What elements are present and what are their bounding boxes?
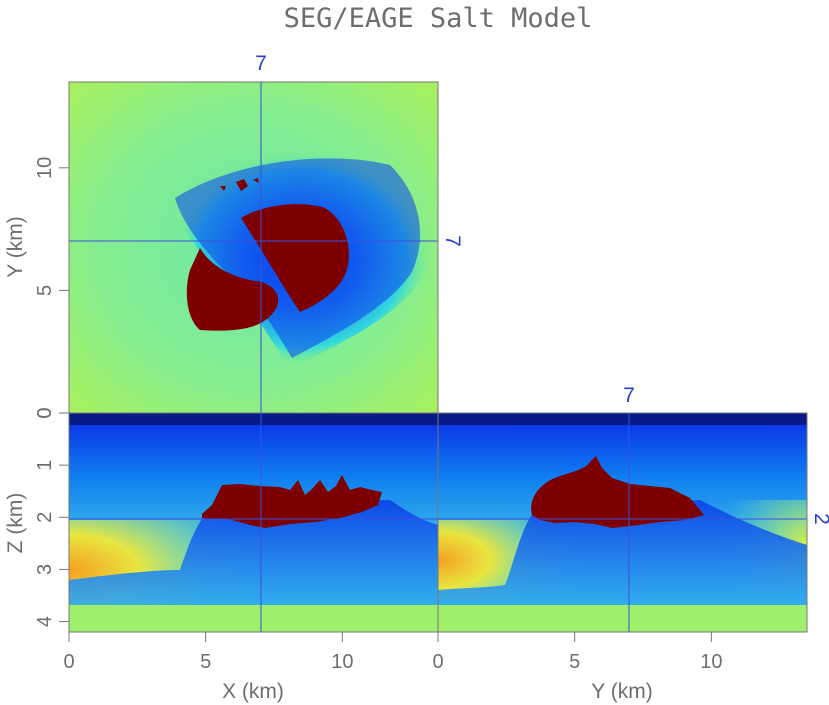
y-slice-tick-label-1: 5: [34, 285, 56, 296]
crosshair-value-crossline: 7: [623, 384, 635, 407]
salt-fragment: [236, 179, 248, 191]
x-axis-ticks: 0 5 10: [63, 632, 353, 673]
salt-fragment-tiny: [220, 186, 226, 191]
x-tick-label-2: 10: [331, 651, 353, 673]
y-slice-tick-label-0: 0: [34, 407, 56, 418]
salt-section-y: [531, 456, 704, 528]
salt-body-left: [186, 248, 279, 331]
salt-section-x: [202, 475, 382, 528]
inline-section-panel: [69, 413, 438, 632]
y-slice-tick-label-2: 10: [34, 157, 56, 179]
z-tick-label-0: 0: [34, 407, 56, 418]
crossline-section-frame: [437, 412, 808, 633]
z-tick-label-2: 2: [34, 512, 56, 523]
crosshair-value-y: 7: [441, 235, 464, 247]
crossline-axis-label: Y (km): [591, 680, 652, 703]
water-layer: [69, 413, 438, 425]
z-axis-ticks: 0 1 2 3 4: [34, 407, 69, 627]
z-tick-label-4: 4: [34, 616, 56, 627]
chart-title: SEG/EAGE Salt Model: [284, 3, 593, 34]
z-tick-label-3: 3: [34, 564, 56, 575]
subsalt-zone: [69, 500, 438, 605]
y-axis-label-depth-slice: Y (km): [4, 216, 27, 277]
crossline-axis-ticks: 0 5 10: [432, 632, 722, 673]
salt-fragment-small: [253, 178, 259, 183]
crossline-section-panel: [438, 413, 807, 632]
z-tick-label-1: 1: [34, 460, 56, 471]
crossline-tick-label-0: 0: [432, 651, 443, 673]
crossline-tick-label-1: 5: [569, 651, 580, 673]
x-tick-label-0: 0: [63, 651, 74, 673]
x-axis-label: X (km): [222, 680, 284, 703]
crossline-tick-label-2: 10: [700, 651, 722, 673]
basement-layer-y: [438, 605, 807, 632]
water-layer-y: [438, 413, 807, 425]
y-axis-ticks-depth-slice: 0 5 10: [34, 157, 69, 419]
crosshair-value-z: 2: [810, 513, 829, 525]
basement-layer: [69, 605, 438, 632]
subsalt-zone-y: [438, 500, 807, 605]
z-axis-label: Z (km): [4, 493, 27, 554]
depth-slice-panel: [69, 82, 438, 413]
salt-body-main: [241, 204, 349, 312]
crosshair-value-x: 7: [255, 52, 267, 75]
x-tick-label-1: 5: [200, 651, 211, 673]
